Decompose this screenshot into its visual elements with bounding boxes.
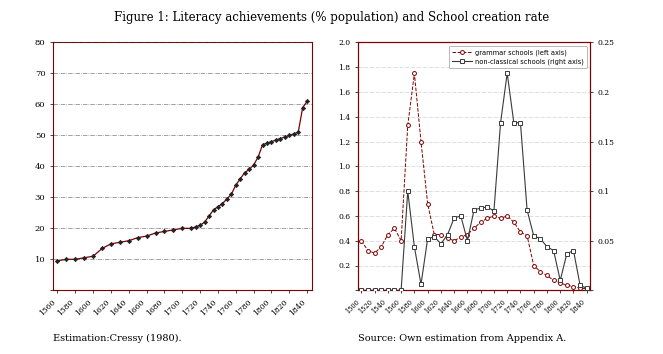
grammar schools (left axis) [583,287,591,291]
grammar schools (left axis) [536,270,544,274]
non-classical schools (right axis) [563,251,571,256]
non-classical schools (right axis) [470,208,478,212]
non-classical schools (right axis) [450,216,458,220]
non-classical schools (right axis) [490,209,498,213]
grammar schools (left axis) [397,239,405,243]
non-classical schools (right axis) [357,288,365,292]
grammar schools (left axis) [384,233,392,237]
non-classical schools (right axis) [437,241,445,246]
grammar schools (left axis) [550,278,558,282]
grammar schools (left axis) [543,273,551,278]
Text: Figure 1: Literacy achievements (% population) and School creation rate: Figure 1: Literacy achievements (% popul… [114,11,549,24]
grammar schools (left axis) [444,236,452,240]
non-classical schools (right axis) [576,283,584,287]
grammar schools (left axis) [490,214,498,218]
non-classical schools (right axis) [523,208,531,212]
non-classical schools (right axis) [550,249,558,253]
grammar schools (left axis) [570,285,577,289]
non-classical schools (right axis) [463,239,471,243]
grammar schools (left axis) [470,226,478,230]
non-classical schools (right axis) [417,282,425,286]
non-classical schools (right axis) [530,234,538,238]
non-classical schools (right axis) [384,288,392,292]
grammar schools (left axis) [457,235,465,239]
non-classical schools (right axis) [444,233,452,237]
non-classical schools (right axis) [424,236,432,241]
Line: grammar schools (left axis): grammar schools (left axis) [359,72,589,291]
grammar schools (left axis) [364,249,372,253]
grammar schools (left axis) [463,233,471,237]
Legend: grammar schools (left axis), non-classical schools (right axis): grammar schools (left axis), non-classic… [449,46,587,68]
non-classical schools (right axis) [536,236,544,241]
non-classical schools (right axis) [516,121,524,125]
non-classical schools (right axis) [404,189,412,193]
grammar schools (left axis) [497,216,505,221]
grammar schools (left axis) [523,234,531,238]
grammar schools (left axis) [563,283,571,287]
non-classical schools (right axis) [397,288,405,292]
non-classical schools (right axis) [371,288,379,292]
non-classical schools (right axis) [510,121,518,125]
grammar schools (left axis) [410,72,418,76]
grammar schools (left axis) [424,201,432,206]
non-classical schools (right axis) [457,214,465,218]
non-classical schools (right axis) [410,245,418,249]
non-classical schools (right axis) [430,235,438,239]
non-classical schools (right axis) [477,206,485,210]
grammar schools (left axis) [483,216,491,221]
non-classical schools (right axis) [570,249,577,253]
non-classical schools (right axis) [556,278,564,282]
grammar schools (left axis) [516,230,524,234]
grammar schools (left axis) [556,281,564,285]
non-classical schools (right axis) [497,121,505,125]
non-classical schools (right axis) [391,288,398,292]
grammar schools (left axis) [437,233,445,237]
non-classical schools (right axis) [364,288,372,292]
non-classical schools (right axis) [503,71,511,75]
grammar schools (left axis) [357,239,365,243]
grammar schools (left axis) [417,139,425,144]
grammar schools (left axis) [404,124,412,128]
grammar schools (left axis) [430,233,438,237]
Line: non-classical schools (right axis): non-classical schools (right axis) [359,71,589,292]
grammar schools (left axis) [530,263,538,268]
non-classical schools (right axis) [543,245,551,249]
grammar schools (left axis) [503,214,511,218]
non-classical schools (right axis) [583,286,591,290]
grammar schools (left axis) [576,286,584,290]
grammar schools (left axis) [371,251,379,255]
Text: Source: Own estimation from Appendix A.: Source: Own estimation from Appendix A. [358,335,566,343]
grammar schools (left axis) [510,220,518,224]
grammar schools (left axis) [391,226,398,230]
grammar schools (left axis) [477,220,485,224]
grammar schools (left axis) [450,239,458,243]
non-classical schools (right axis) [377,288,385,292]
grammar schools (left axis) [377,245,385,249]
Text: Estimation:Cressy (1980).: Estimation:Cressy (1980). [53,334,182,343]
non-classical schools (right axis) [483,205,491,209]
